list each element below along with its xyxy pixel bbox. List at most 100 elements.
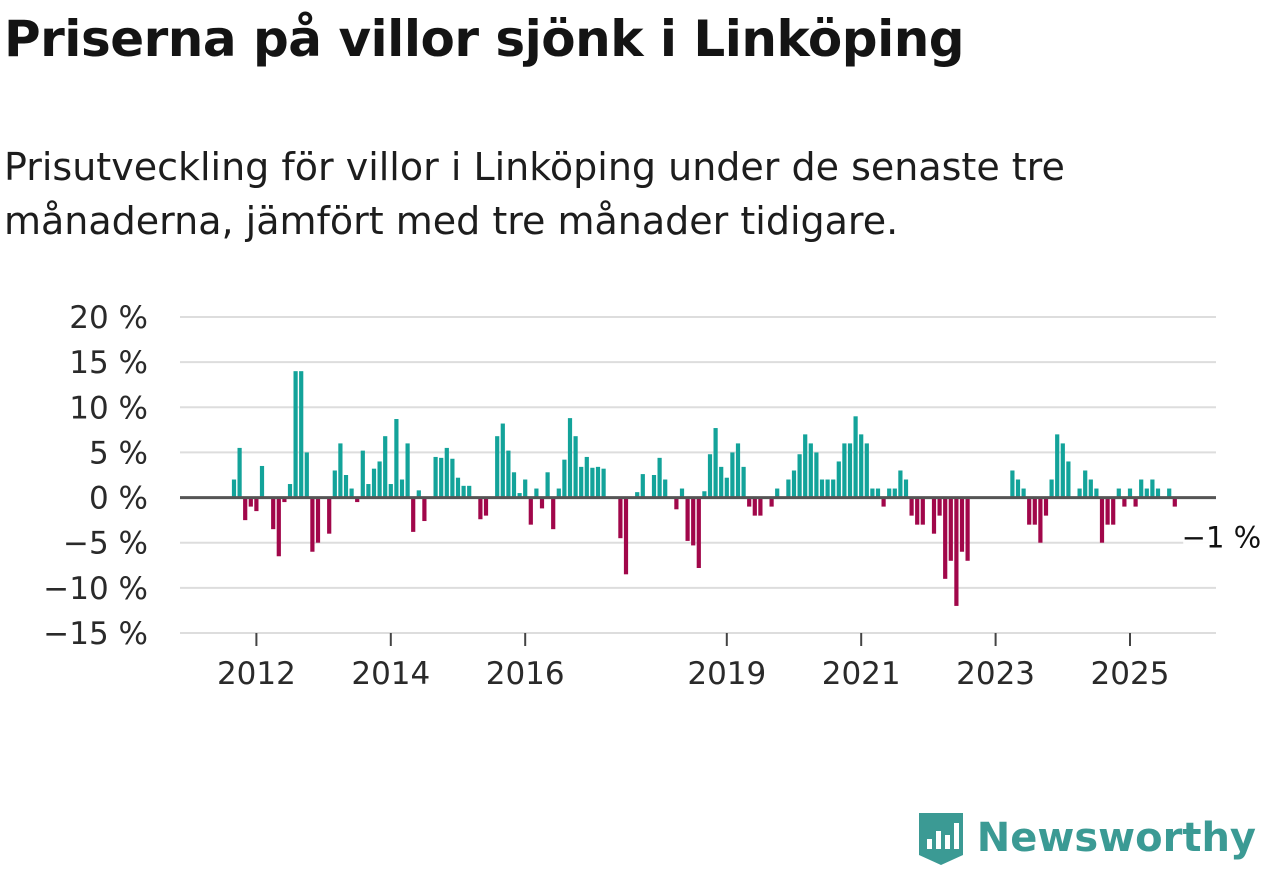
- bar: [1032, 497, 1037, 525]
- bar: [1167, 488, 1172, 498]
- bar: [478, 497, 483, 520]
- bar: [595, 466, 601, 498]
- bar: [299, 371, 304, 498]
- bar: [814, 452, 819, 498]
- x-tick-label: 2014: [351, 656, 430, 692]
- newsworthy-logo-icon: [918, 813, 963, 865]
- bar: [724, 477, 729, 498]
- bar: [859, 434, 864, 498]
- bar: [562, 459, 567, 498]
- bar: [651, 475, 657, 498]
- bar: [416, 490, 421, 498]
- bar: [808, 443, 813, 498]
- bar: [556, 488, 561, 498]
- bar: [1055, 434, 1060, 498]
- bar: [881, 497, 886, 507]
- bar: [349, 488, 354, 498]
- bar: [696, 497, 701, 568]
- bar: [640, 474, 645, 498]
- bar: [1094, 488, 1099, 498]
- bar: [287, 484, 293, 498]
- bar: [1077, 488, 1082, 498]
- bar: [892, 488, 897, 498]
- bar: [276, 497, 281, 557]
- bar: [965, 497, 970, 561]
- bar: [903, 479, 909, 498]
- bar: [825, 479, 830, 498]
- bar: [282, 497, 287, 503]
- bar: [517, 493, 522, 498]
- bar: [444, 447, 449, 498]
- bar: [819, 479, 825, 498]
- bar: [1144, 488, 1149, 498]
- bar: [797, 454, 802, 498]
- bar: [769, 497, 774, 507]
- bar: [959, 497, 965, 552]
- bar: [954, 497, 959, 606]
- annotation-background: [1183, 518, 1262, 557]
- brand: Newsworthy: [915, 809, 1256, 867]
- bar: [483, 497, 489, 516]
- bar: [467, 485, 472, 498]
- bar: [635, 492, 640, 498]
- x-tick-label: 2023: [956, 656, 1035, 692]
- bar: [528, 497, 533, 525]
- bar: [1088, 479, 1093, 498]
- latest-value-label: −1 %: [1182, 521, 1262, 555]
- bar: [691, 497, 696, 546]
- bar: [495, 436, 500, 498]
- bar: [1122, 497, 1127, 507]
- bar: [730, 452, 735, 498]
- bar: [847, 443, 853, 498]
- bar: [461, 485, 466, 498]
- bar: [685, 497, 690, 541]
- bar: [388, 484, 393, 498]
- bar: [394, 419, 399, 498]
- page-subtitle: Prisutveckling för villor i Linköping un…: [4, 145, 1065, 243]
- bar: [920, 497, 925, 525]
- bar: [803, 434, 808, 498]
- bar: [1043, 497, 1049, 516]
- y-tick-label: 0 %: [89, 481, 148, 517]
- bar: [1172, 497, 1177, 507]
- bar: [702, 491, 707, 498]
- bar: [293, 371, 298, 498]
- x-tick-label: 2012: [217, 656, 296, 692]
- bar: [1015, 479, 1021, 498]
- bar: [1027, 497, 1032, 525]
- bar: [590, 467, 595, 498]
- bar: [1083, 470, 1088, 498]
- x-tick-label: 2021: [822, 656, 901, 692]
- bar: [618, 497, 623, 539]
- bar: [545, 472, 550, 498]
- bar: [310, 497, 315, 552]
- bar: [534, 488, 539, 498]
- bar: [315, 497, 321, 543]
- bar: [243, 497, 248, 521]
- bar: [523, 479, 528, 498]
- bar: [1150, 479, 1155, 498]
- bar: [450, 458, 455, 498]
- bar: [937, 497, 942, 516]
- bar: [948, 497, 953, 561]
- bar: [864, 443, 869, 498]
- bar: [741, 466, 746, 498]
- bar: [338, 443, 343, 498]
- bar: [775, 488, 780, 498]
- bar: [355, 497, 360, 503]
- bar: [304, 452, 309, 498]
- bar: [584, 456, 589, 498]
- bar: [248, 497, 253, 507]
- bar: [1116, 488, 1121, 498]
- bar: [567, 418, 573, 498]
- bar: [707, 454, 713, 498]
- bar: [1060, 443, 1065, 498]
- bar: [573, 436, 578, 498]
- bar: [579, 466, 584, 498]
- bar: [506, 450, 511, 498]
- bar: [1066, 461, 1071, 498]
- bar: [758, 497, 763, 516]
- bar: [551, 497, 556, 530]
- y-tick-label: 5 %: [89, 435, 148, 471]
- x-tick-label: 2016: [486, 656, 565, 692]
